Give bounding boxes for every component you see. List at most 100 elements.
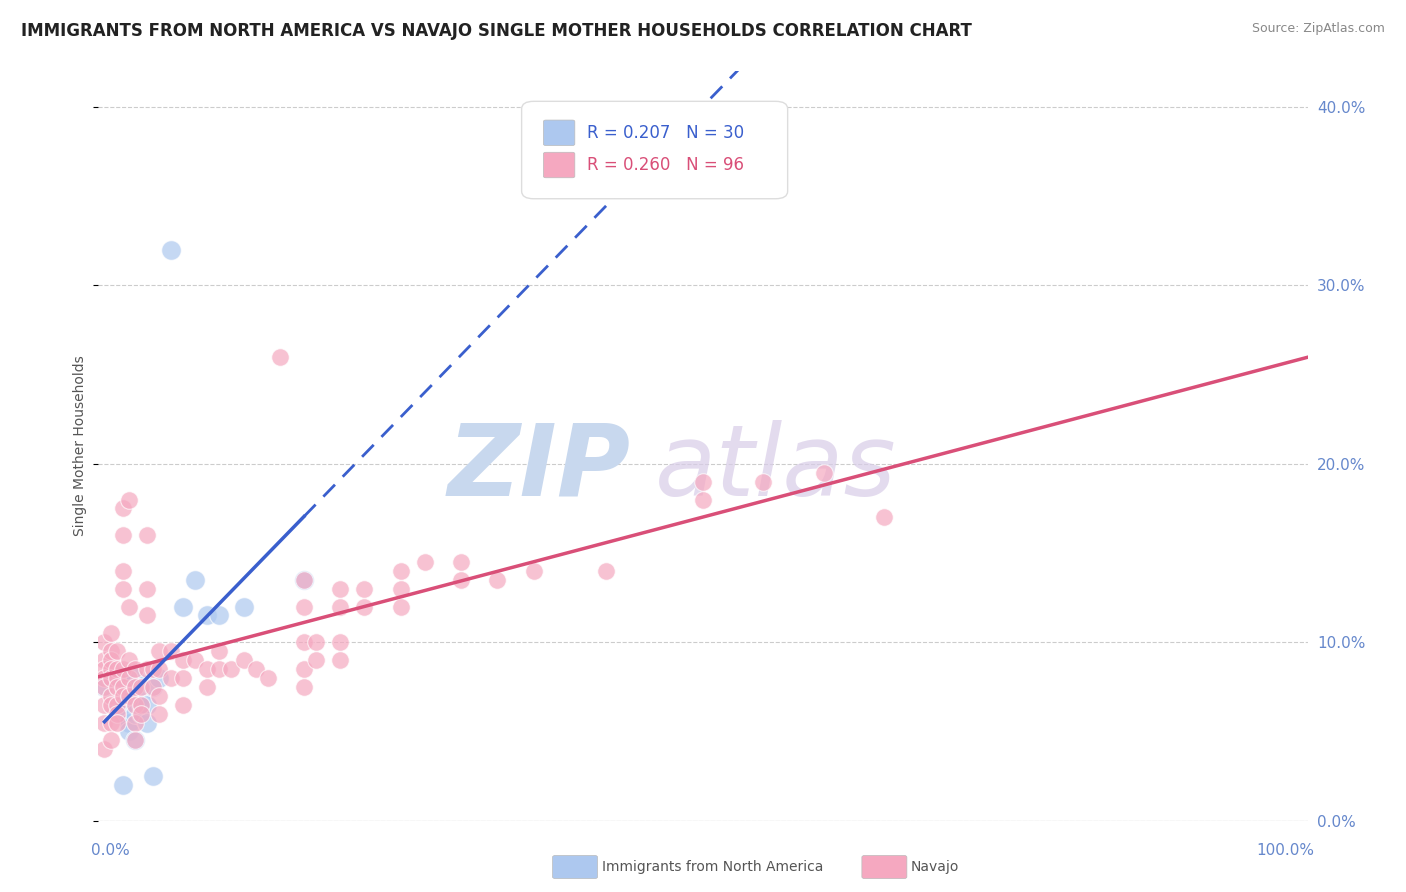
Point bbox=[111, 528, 134, 542]
Point bbox=[256, 671, 278, 685]
Point bbox=[100, 626, 122, 640]
Point bbox=[353, 599, 375, 614]
Text: atlas: atlas bbox=[655, 420, 896, 517]
Point bbox=[292, 635, 315, 649]
Point bbox=[93, 635, 115, 649]
Point bbox=[195, 662, 218, 676]
Point bbox=[100, 653, 122, 667]
Point bbox=[232, 653, 254, 667]
Point bbox=[93, 671, 115, 685]
Point bbox=[389, 582, 412, 596]
Point bbox=[172, 671, 194, 685]
Point bbox=[413, 555, 436, 569]
Point bbox=[135, 608, 157, 623]
Point bbox=[450, 555, 472, 569]
Point bbox=[111, 671, 134, 685]
Point bbox=[129, 698, 152, 712]
Point bbox=[160, 243, 183, 257]
Point bbox=[118, 653, 141, 667]
Point bbox=[129, 706, 152, 721]
Text: ZIP: ZIP bbox=[447, 420, 630, 517]
Point bbox=[105, 671, 128, 685]
Point bbox=[111, 778, 134, 792]
Point bbox=[329, 653, 352, 667]
Point bbox=[124, 671, 146, 685]
Point bbox=[105, 706, 128, 721]
Point bbox=[105, 662, 128, 676]
Text: R = 0.260   N = 96: R = 0.260 N = 96 bbox=[586, 156, 744, 174]
Text: R = 0.207   N = 30: R = 0.207 N = 30 bbox=[586, 124, 744, 142]
FancyBboxPatch shape bbox=[543, 153, 575, 178]
Point bbox=[142, 680, 165, 694]
Point bbox=[93, 653, 115, 667]
Point bbox=[129, 706, 152, 721]
Point bbox=[124, 733, 146, 747]
Point bbox=[305, 653, 328, 667]
Point bbox=[111, 689, 134, 703]
Point bbox=[292, 599, 315, 614]
Point bbox=[221, 662, 243, 676]
Point bbox=[111, 662, 134, 676]
FancyBboxPatch shape bbox=[543, 120, 575, 145]
Point bbox=[486, 573, 509, 587]
Point bbox=[389, 564, 412, 578]
Point bbox=[184, 653, 207, 667]
Point bbox=[124, 680, 146, 694]
Point bbox=[752, 475, 775, 489]
Point bbox=[135, 582, 157, 596]
Text: Source: ZipAtlas.com: Source: ZipAtlas.com bbox=[1251, 22, 1385, 36]
Point bbox=[208, 644, 231, 658]
Point bbox=[172, 653, 194, 667]
Text: Navajo: Navajo bbox=[911, 860, 959, 874]
Point bbox=[124, 733, 146, 747]
Point bbox=[292, 573, 315, 587]
Point bbox=[142, 769, 165, 783]
Point bbox=[124, 662, 146, 676]
Point bbox=[135, 662, 157, 676]
Point bbox=[100, 715, 122, 730]
Point bbox=[148, 706, 170, 721]
Text: IMMIGRANTS FROM NORTH AMERICA VS NAVAJO SINGLE MOTHER HOUSEHOLDS CORRELATION CHA: IMMIGRANTS FROM NORTH AMERICA VS NAVAJO … bbox=[21, 22, 972, 40]
Point bbox=[292, 662, 315, 676]
Point bbox=[118, 492, 141, 507]
Y-axis label: Single Mother Households: Single Mother Households bbox=[73, 356, 87, 536]
Point bbox=[105, 680, 128, 694]
Point bbox=[129, 680, 152, 694]
Point bbox=[124, 715, 146, 730]
Point bbox=[129, 698, 152, 712]
Point bbox=[142, 662, 165, 676]
Point bbox=[100, 662, 122, 676]
Point bbox=[148, 662, 170, 676]
Point bbox=[292, 680, 315, 694]
Point bbox=[111, 564, 134, 578]
Point bbox=[118, 715, 141, 730]
Point bbox=[124, 706, 146, 721]
Point bbox=[111, 680, 134, 694]
Point bbox=[111, 501, 134, 516]
Point bbox=[129, 689, 152, 703]
Point bbox=[329, 582, 352, 596]
Point bbox=[93, 715, 115, 730]
Point bbox=[523, 564, 546, 578]
Point bbox=[118, 724, 141, 739]
Point bbox=[595, 564, 617, 578]
Point bbox=[135, 715, 157, 730]
Point bbox=[135, 698, 157, 712]
Point bbox=[100, 689, 122, 703]
Point bbox=[269, 350, 291, 364]
Point bbox=[105, 715, 128, 730]
Point bbox=[118, 599, 141, 614]
Point bbox=[142, 680, 165, 694]
Point bbox=[118, 671, 141, 685]
Point bbox=[450, 573, 472, 587]
Point bbox=[135, 528, 157, 542]
Point bbox=[93, 680, 115, 694]
Point bbox=[692, 492, 714, 507]
Point bbox=[100, 671, 122, 685]
Point bbox=[208, 608, 231, 623]
Point bbox=[93, 662, 115, 676]
Point bbox=[148, 689, 170, 703]
Point bbox=[353, 582, 375, 596]
Point bbox=[172, 698, 194, 712]
Text: Immigrants from North America: Immigrants from North America bbox=[602, 860, 823, 874]
